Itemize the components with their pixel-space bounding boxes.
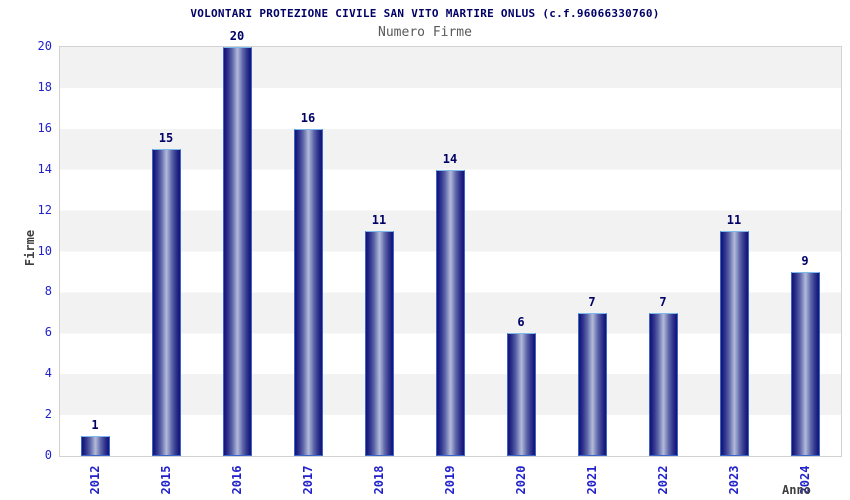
y-tick-label: 6	[44, 325, 52, 340]
y-tick-label: 2	[44, 407, 52, 422]
x-tick-label: 2020	[514, 465, 528, 495]
bar-value-label: 6	[517, 315, 525, 329]
y-tick-label: 10	[37, 243, 52, 258]
bar	[81, 436, 110, 456]
bar	[720, 231, 749, 456]
bar	[578, 313, 607, 456]
y-tick-label: 12	[37, 202, 52, 217]
x-axis-title: Anno	[782, 483, 811, 497]
bar-value-label: 16	[300, 111, 316, 125]
bar-value-label: 11	[371, 213, 387, 227]
y-tick-label: 16	[37, 120, 52, 135]
x-tick-label: 2015	[159, 465, 173, 495]
x-tick-label: 2022	[656, 465, 670, 495]
x-tick-label: 2021	[585, 465, 599, 495]
y-tick-label: 14	[37, 161, 52, 176]
x-tick-label: 2016	[230, 465, 244, 495]
x-tick-label: 2023	[727, 465, 741, 495]
bar	[436, 170, 465, 456]
bar-value-label: 7	[588, 295, 596, 309]
y-tick-label: 18	[37, 79, 52, 94]
bar-value-label: 15	[158, 131, 174, 145]
bar	[649, 313, 678, 456]
x-tick-label: 2017	[301, 465, 315, 495]
bar	[791, 272, 820, 456]
bar	[294, 129, 323, 456]
y-tick-label: 20	[37, 39, 52, 53]
y-axis-title: Firme	[23, 229, 37, 267]
bar	[507, 333, 536, 456]
chart-title: VOLONTARI PROTEZIONE CIVILE SAN VITO MAR…	[190, 7, 660, 20]
bar-value-label: 14	[442, 152, 458, 166]
bar	[365, 231, 394, 456]
x-tick-label: 2019	[443, 465, 457, 495]
y-tick-label: 4	[44, 366, 52, 381]
y-tick-label: 8	[44, 284, 52, 299]
y-tick-label: 0	[44, 448, 52, 462]
bar-value-label: 20	[229, 29, 245, 43]
bar-value-label: 7	[659, 295, 667, 309]
bar	[223, 47, 252, 456]
x-tick-label: 2012	[88, 465, 102, 495]
bar	[152, 149, 181, 456]
x-tick-label: 2018	[372, 465, 386, 495]
bar-value-label: 11	[726, 213, 742, 227]
bar-value-label: 1	[91, 418, 99, 432]
bar-value-label: 9	[801, 254, 809, 268]
plot-area	[59, 46, 842, 457]
chart-subtitle: Numero Firme	[378, 25, 472, 40]
